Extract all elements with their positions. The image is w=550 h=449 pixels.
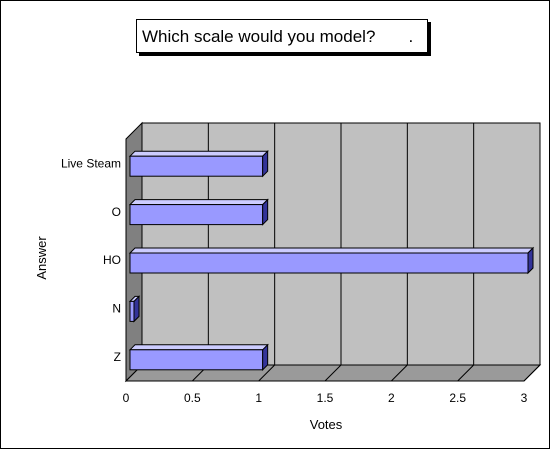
bar-side <box>262 149 269 178</box>
x-tick-label: 0.5 <box>184 391 201 405</box>
bar <box>129 300 135 322</box>
bar <box>129 252 529 274</box>
gridline-floor <box>523 364 541 382</box>
y-tick-label: HO <box>103 253 121 267</box>
bar <box>129 155 264 177</box>
x-tick-label: 1 <box>255 391 262 405</box>
bar-side <box>262 343 269 372</box>
gridline-floor <box>324 364 342 382</box>
y-tick-label: O <box>112 205 121 219</box>
bars <box>128 149 535 372</box>
bar-side <box>133 295 140 323</box>
x-tick-label: 2.5 <box>449 391 466 405</box>
gridline-floor <box>390 364 408 382</box>
x-tick-label: 1.5 <box>317 391 334 405</box>
bar <box>129 204 264 226</box>
y-tick-label: Z <box>114 350 121 364</box>
bar <box>129 349 264 371</box>
x-tick-label: 3 <box>521 391 528 405</box>
gridline-floor <box>258 364 276 382</box>
bar-top <box>128 150 269 157</box>
x-tick-label: 0 <box>123 391 130 405</box>
y-tick-label: Live Steam <box>61 156 121 170</box>
x-tick-label: 2 <box>388 391 395 405</box>
y-tick-labels: Live Steam O HO N Z <box>61 156 121 364</box>
bar-top <box>128 199 269 206</box>
bar-side <box>527 246 534 275</box>
bar-top <box>128 344 269 351</box>
bar-side <box>262 198 269 226</box>
bar-top <box>128 247 535 254</box>
gridline-floor <box>457 364 475 382</box>
x-axis-title: Votes <box>310 417 343 432</box>
y-axis-title: Answer <box>34 236 49 280</box>
chart-title: Which scale would you model? . <box>136 19 428 53</box>
x-tick-labels: 0 0.5 1 1.5 2 2.5 3 <box>123 391 528 405</box>
y-tick-label: N <box>112 302 121 316</box>
